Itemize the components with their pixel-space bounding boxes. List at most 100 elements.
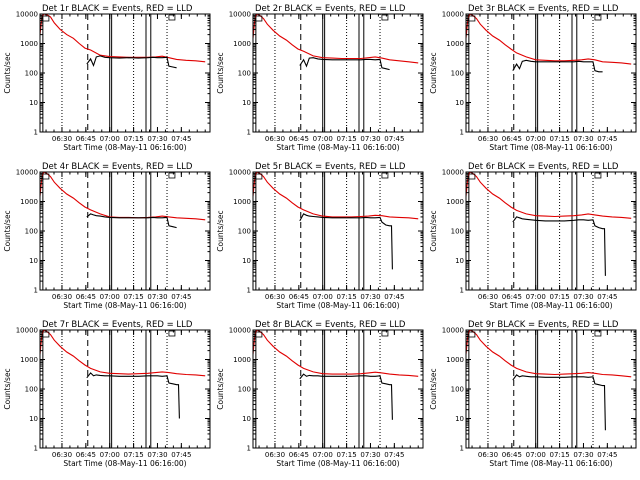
panel-title: Det 2r BLACK = Events, RED = LLD (255, 4, 406, 14)
y-tick-label: 1000 (233, 356, 251, 364)
y-tick-label: 10000 (442, 11, 464, 19)
x-tick-label: 07:00 (526, 135, 546, 143)
x-tick-label: 07:00 (526, 451, 546, 459)
panel-title: Det 4r BLACK = Events, RED = LLD (42, 162, 193, 172)
x-axis-label: Start Time (08-May-11 06:16:00) (489, 301, 612, 310)
x-tick-label: 06:45 (289, 451, 309, 459)
chart-panel-3: Det 3r BLACK = Events, RED = LLD 1 10 100 10… (429, 4, 637, 152)
y-tick-label: 100 (238, 386, 251, 394)
y-tick-label: 1000 (233, 198, 251, 206)
lld-series-line (253, 14, 419, 64)
y-axis-label: Counts/sec (216, 52, 225, 93)
x-axis-label: Start Time (08-May-11 06:16:00) (276, 301, 399, 310)
x-tick-label: 06:30 (478, 135, 498, 143)
x-tick-label: 07:15 (550, 293, 570, 301)
plot-frame (252, 329, 424, 449)
corner-marker (168, 14, 176, 21)
x-tick-label: 07:15 (124, 451, 144, 459)
chart-panel-2: Det 2r BLACK = Events, RED = LLD 1 10 100 10… (216, 4, 424, 152)
x-tick-label: 06:45 (76, 451, 96, 459)
y-tick-label: 10 (29, 99, 38, 107)
y-tick-label: 1 (460, 287, 464, 295)
x-tick-label: 07:45 (171, 293, 191, 301)
x-axis-label: Start Time (08-May-11 06:16:00) (489, 143, 612, 152)
plot-frame (39, 329, 211, 449)
y-tick-label: 10000 (16, 169, 38, 177)
y-axis-label: Counts/sec (216, 368, 225, 409)
y-tick-label: 1 (34, 445, 38, 453)
x-axis-label: Start Time (08-May-11 06:16:00) (489, 459, 612, 468)
panel-title: Det 8r BLACK = Events, RED = LLD (255, 320, 406, 330)
x-tick-label: 07:00 (313, 451, 333, 459)
events-series-line (299, 57, 390, 71)
y-tick-label: 10000 (442, 327, 464, 335)
x-tick-label: 07:15 (550, 135, 570, 143)
y-tick-label: 10 (242, 415, 251, 423)
y-axis-label: Counts/sec (429, 52, 438, 93)
y-tick-label: 1000 (446, 198, 464, 206)
x-axis-label: Start Time (08-May-11 06:16:00) (276, 143, 399, 152)
lld-series-line (40, 330, 206, 377)
y-tick-label: 10 (455, 415, 464, 423)
x-tick-label: 07:45 (597, 451, 617, 459)
events-series-line (299, 213, 393, 270)
corner-marker (168, 330, 176, 337)
y-tick-label: 1000 (20, 356, 38, 364)
y-tick-label: 1 (34, 129, 38, 137)
panel-title: Det 3r BLACK = Events, RED = LLD (468, 4, 619, 14)
y-tick-label: 1000 (446, 40, 464, 48)
x-tick-label: 06:30 (478, 293, 498, 301)
plot-frame (465, 329, 637, 449)
y-tick-label: 1000 (20, 40, 38, 48)
x-axis-label: Start Time (08-May-11 06:16:00) (63, 301, 186, 310)
x-tick-label: 06:30 (478, 451, 498, 459)
x-tick-label: 07:30 (573, 451, 593, 459)
y-axis-label: Counts/sec (429, 210, 438, 251)
y-axis-label: Counts/sec (3, 368, 12, 409)
panel-title: Det 5r BLACK = Events, RED = LLD (255, 162, 406, 172)
y-tick-label: 100 (25, 228, 38, 236)
chart-panel-6: Det 6r BLACK = Events, RED = LLD 1 10 100 10… (429, 162, 637, 310)
y-axis-label: Counts/sec (216, 210, 225, 251)
x-tick-label: 07:15 (124, 135, 144, 143)
x-tick-label: 06:30 (265, 293, 285, 301)
x-tick-label: 06:45 (502, 135, 522, 143)
y-tick-label: 1000 (233, 40, 251, 48)
x-tick-label: 07:15 (337, 135, 357, 143)
x-tick-label: 06:30 (52, 135, 72, 143)
panel-title: Det 1r BLACK = Events, RED = LLD (42, 4, 193, 14)
x-tick-label: 07:30 (147, 135, 167, 143)
events-series-line (512, 59, 603, 73)
y-tick-label: 1 (34, 287, 38, 295)
lld-series-line (40, 172, 206, 221)
corner-marker (594, 172, 602, 179)
y-tick-label: 10000 (16, 11, 38, 19)
x-tick-label: 07:30 (147, 293, 167, 301)
x-tick-label: 07:00 (313, 135, 333, 143)
y-tick-label: 10000 (229, 11, 251, 19)
events-series-line (86, 372, 180, 419)
x-tick-label: 07:00 (100, 451, 120, 459)
y-tick-label: 100 (451, 70, 464, 78)
x-tick-label: 07:00 (100, 135, 120, 143)
events-series-line (299, 373, 393, 420)
y-tick-label: 100 (451, 386, 464, 394)
x-tick-label: 07:45 (171, 451, 191, 459)
lld-series-line (466, 330, 632, 378)
events-series-line (512, 374, 606, 431)
lld-series-line (253, 330, 419, 377)
lld-series-line (466, 14, 632, 65)
x-tick-label: 06:30 (265, 135, 285, 143)
y-tick-label: 10 (455, 257, 464, 265)
panel-title: Det 6r BLACK = Events, RED = LLD (468, 162, 619, 172)
corner-marker (594, 330, 602, 337)
y-tick-label: 100 (238, 228, 251, 236)
y-tick-label: 10000 (229, 169, 251, 177)
x-axis-label: Start Time (08-May-11 06:16:00) (63, 143, 186, 152)
chart-panel-4: Det 4r BLACK = Events, RED = LLD 1 10 100 10… (3, 162, 211, 310)
panel-title: Det 9r BLACK = Events, RED = LLD (468, 320, 619, 330)
x-tick-label: 06:45 (289, 293, 309, 301)
y-tick-label: 100 (25, 386, 38, 394)
x-tick-label: 07:45 (384, 451, 404, 459)
